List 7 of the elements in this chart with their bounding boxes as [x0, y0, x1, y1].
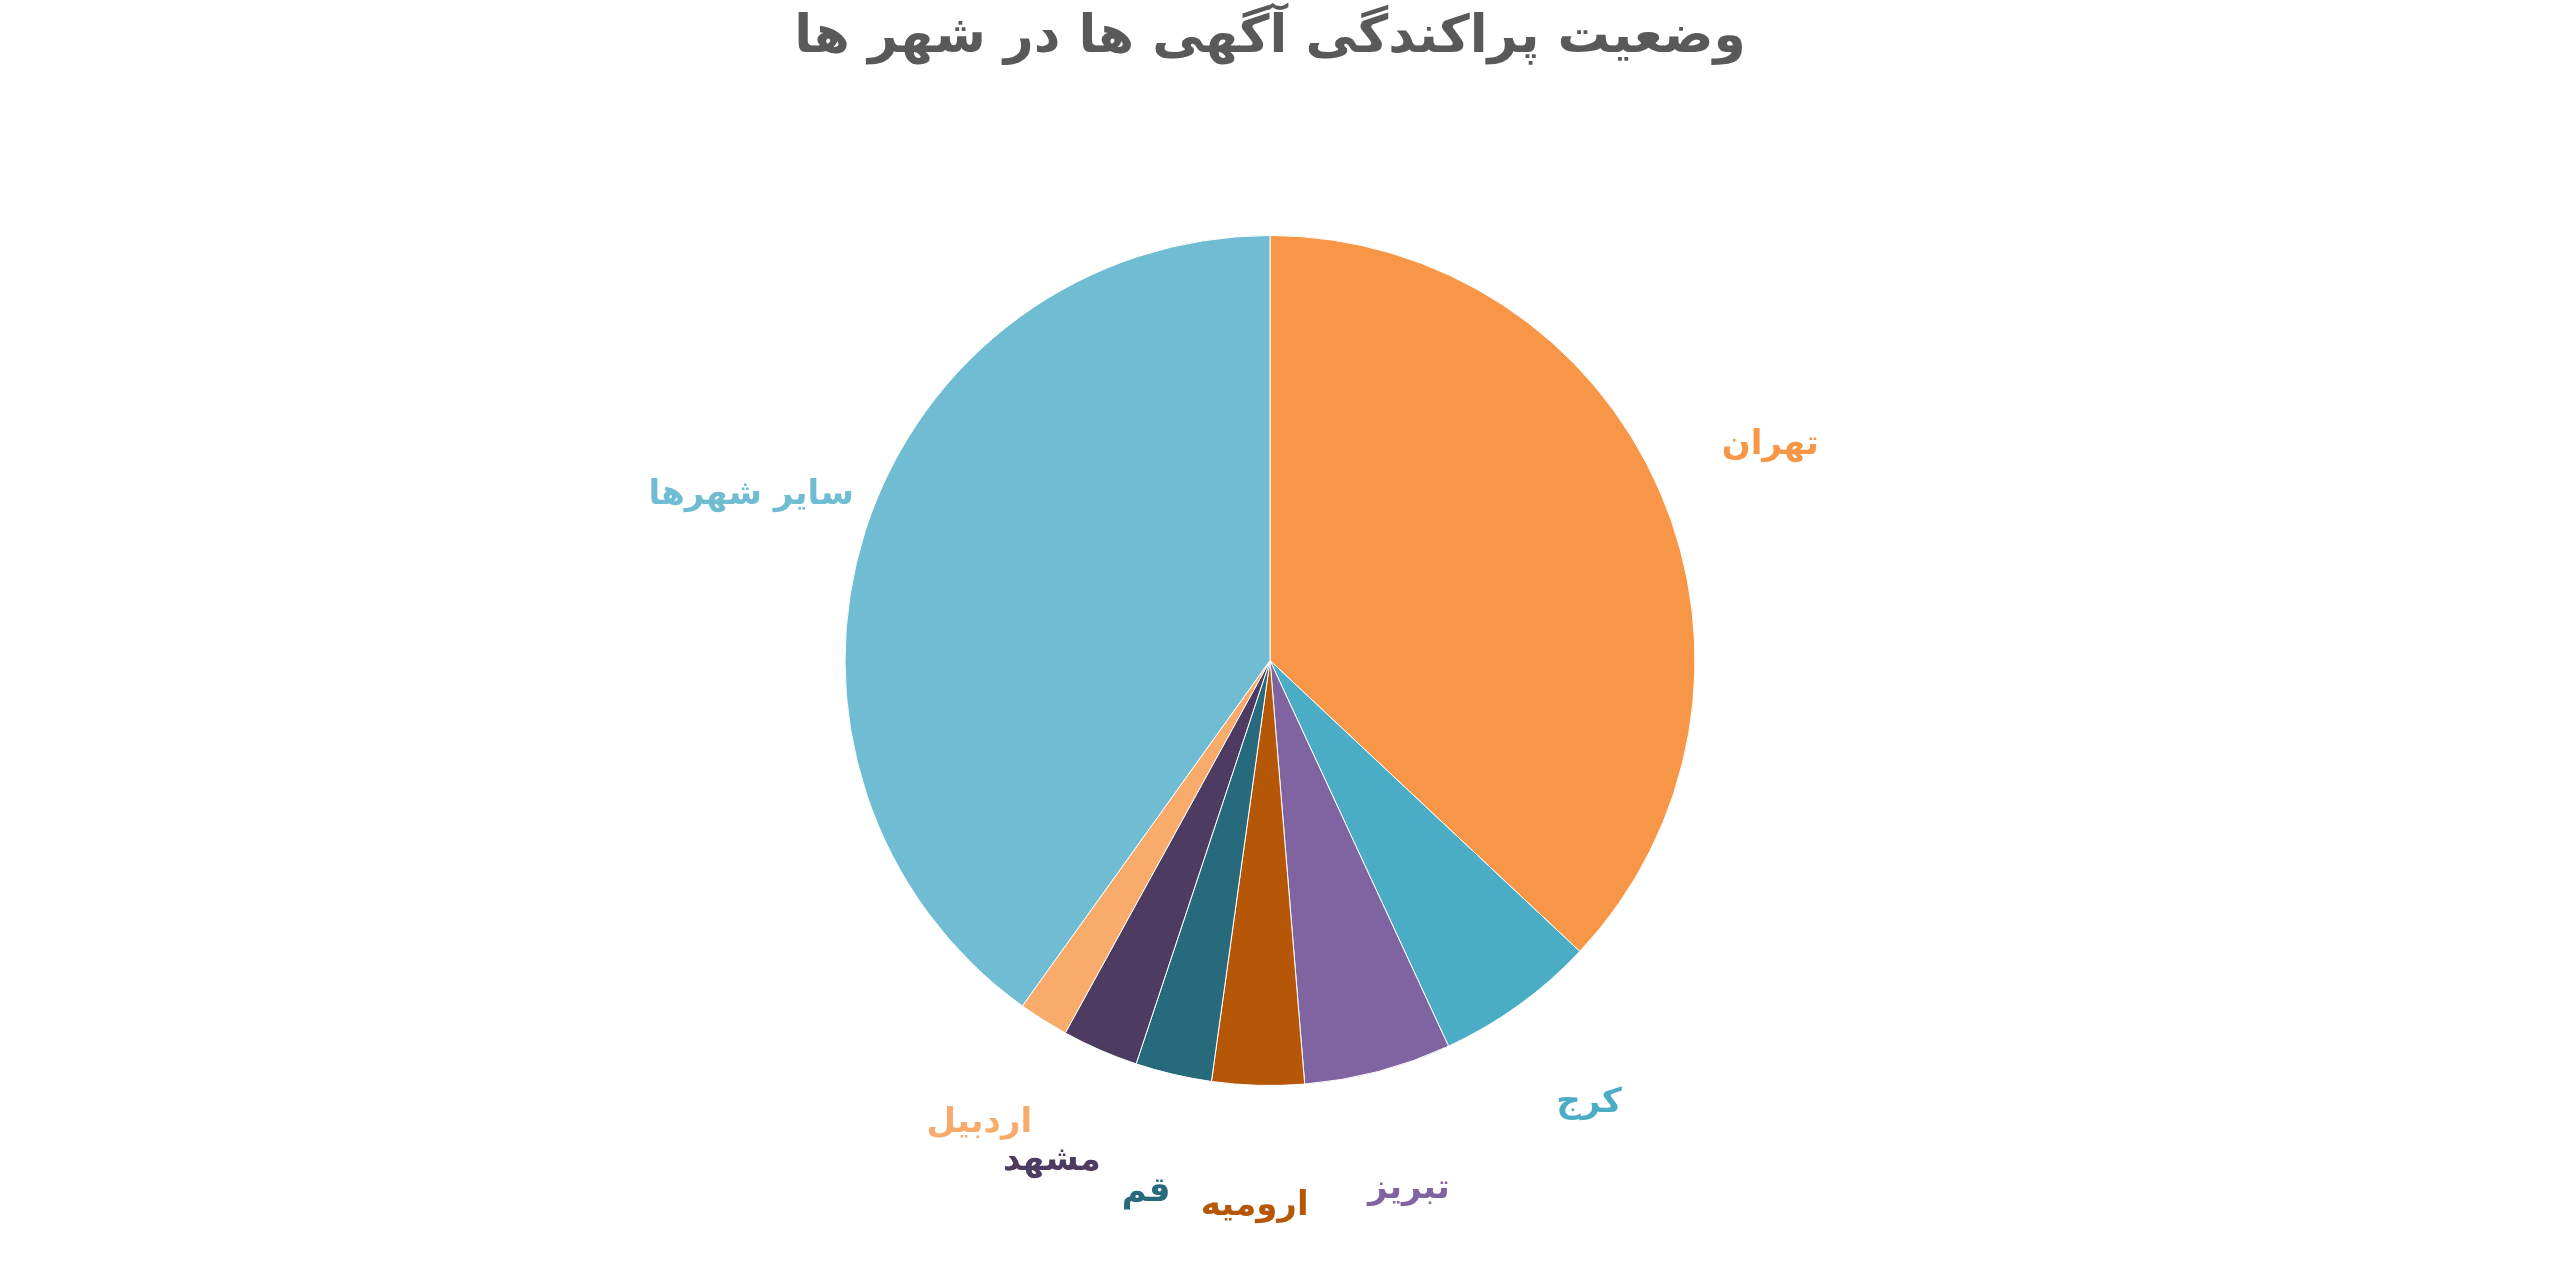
slice-label: قم [1121, 1169, 1171, 1211]
slice-label: ارومیه [1200, 1183, 1309, 1225]
slice-label: تهران [1721, 422, 1819, 464]
slice-label: تبریز [1365, 1165, 1450, 1207]
chart-title: وضعیت پراکندگی آگهی ها در شهر ها [794, 2, 1746, 65]
slice-label: سایر شهرها [648, 471, 854, 513]
slice-label: کرج [1556, 1080, 1622, 1122]
